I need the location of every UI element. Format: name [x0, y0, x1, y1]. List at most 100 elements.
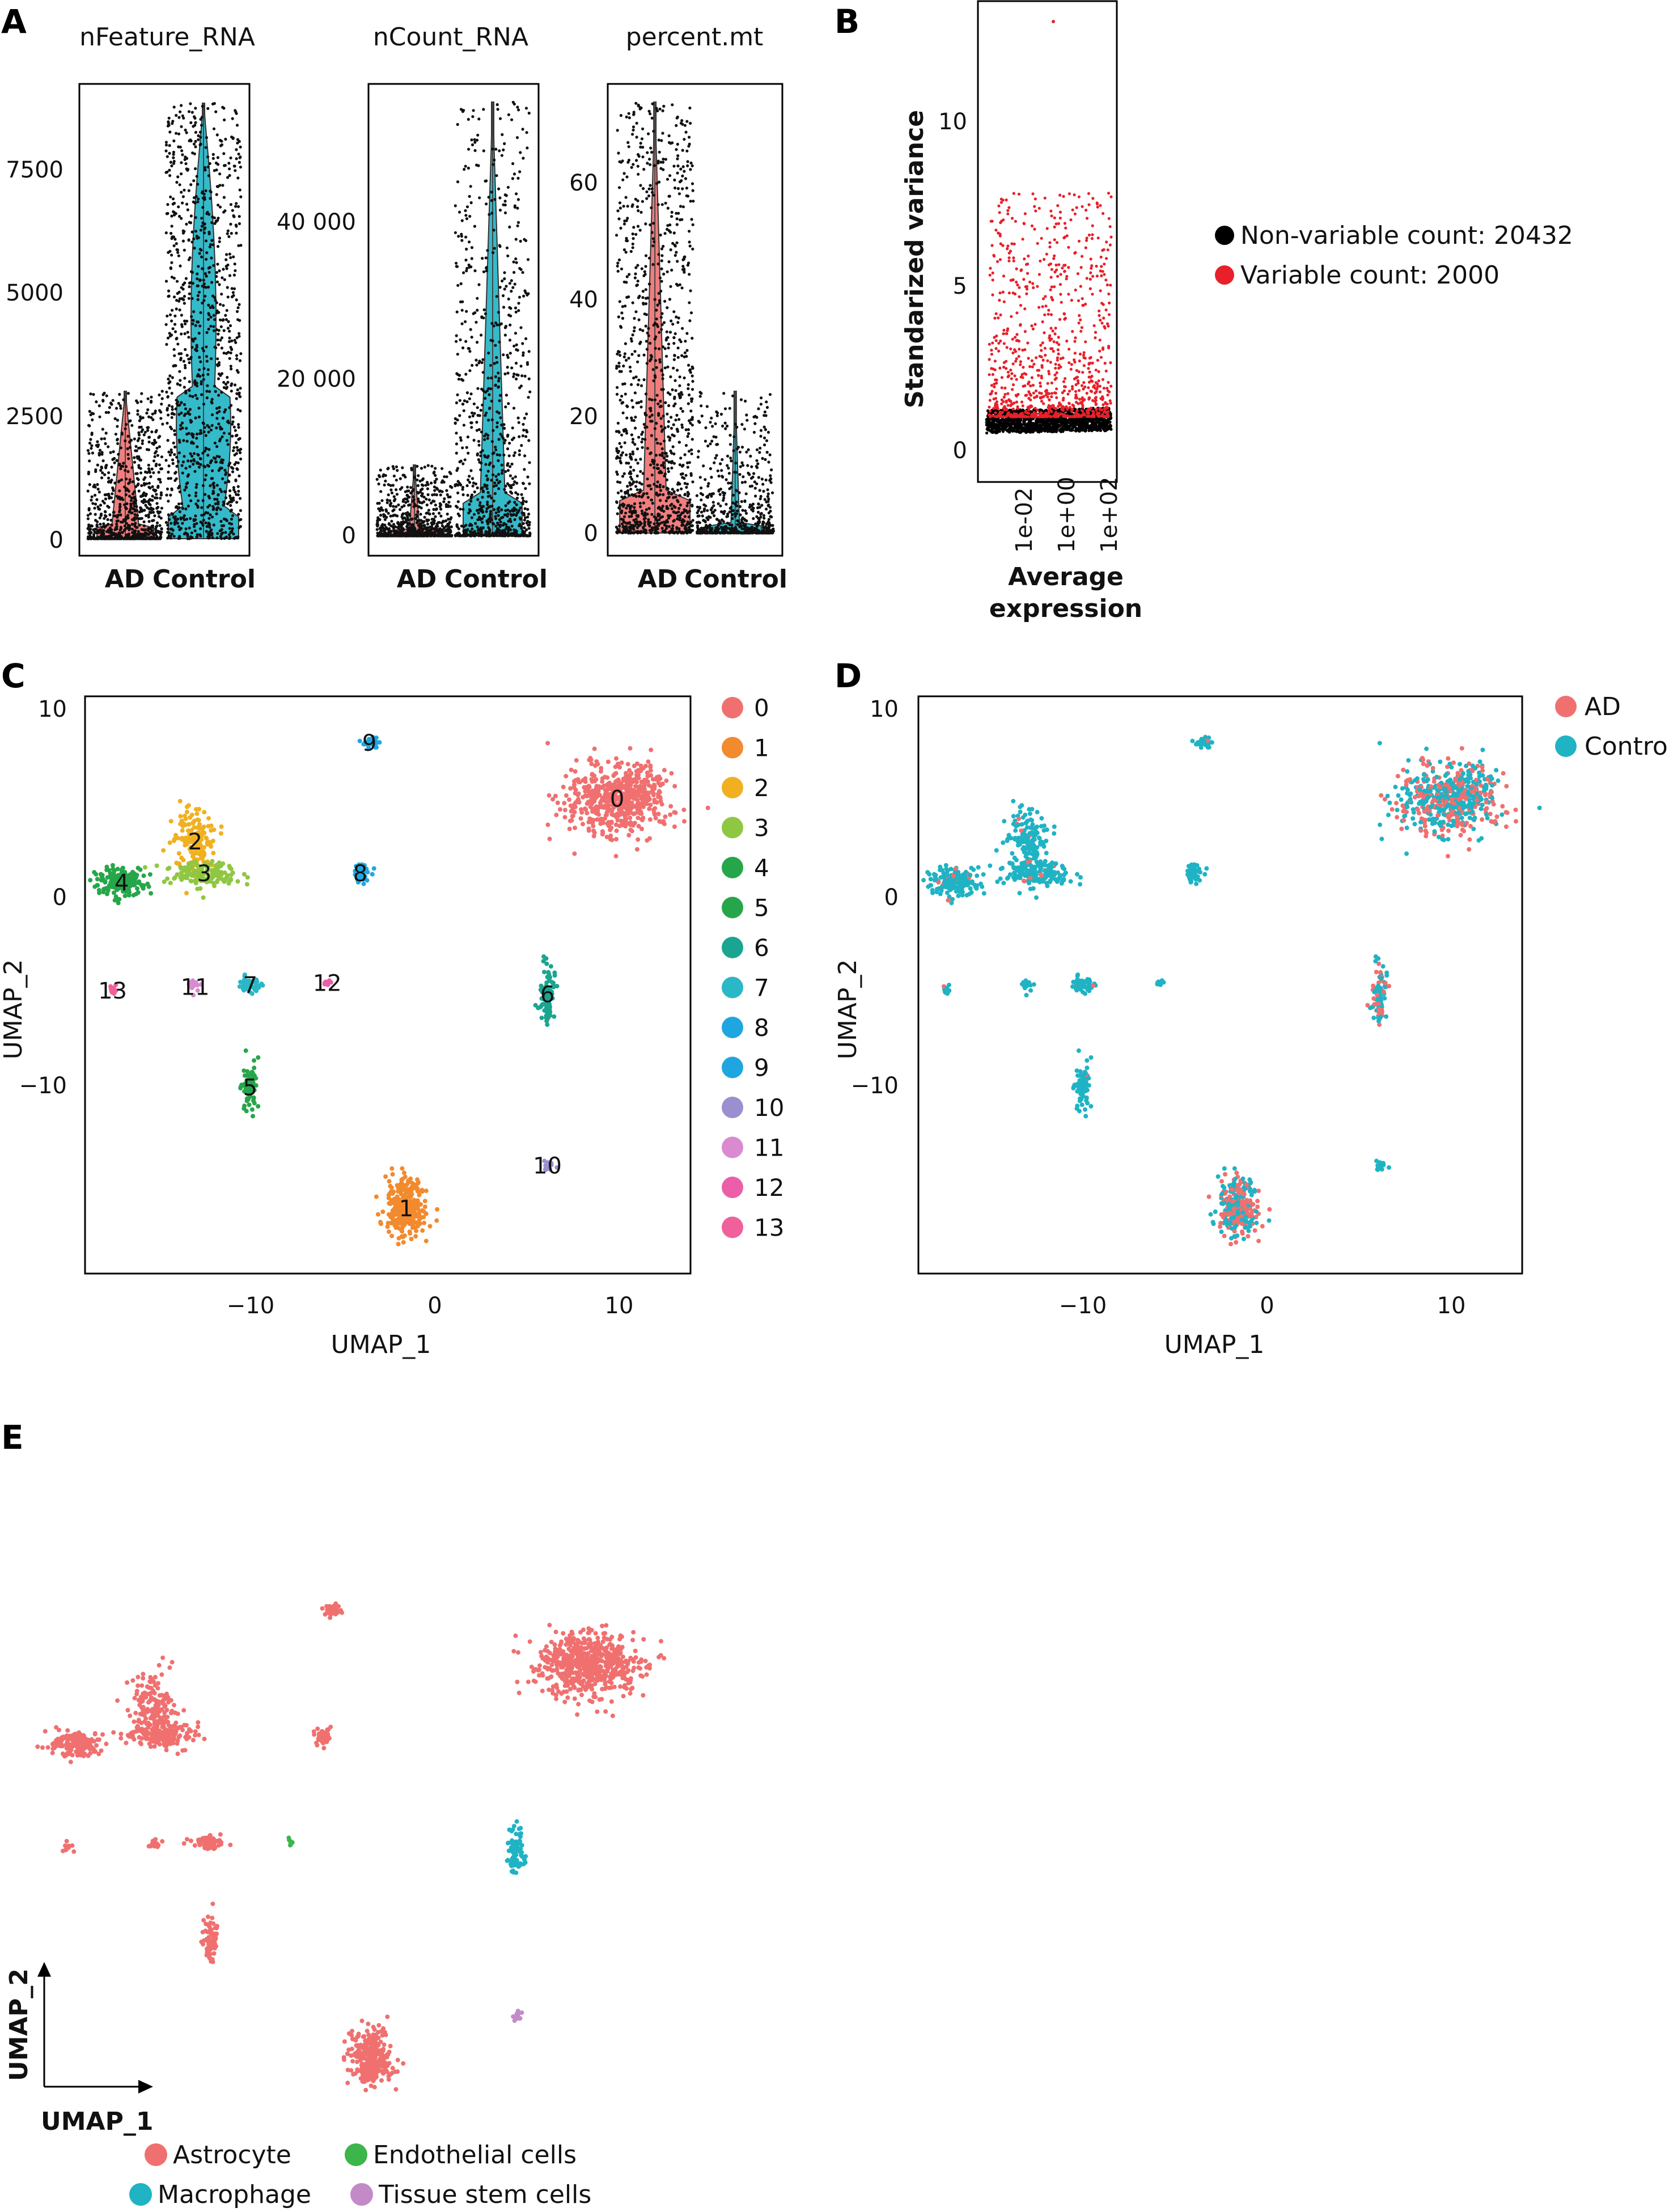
jitter-point — [524, 500, 528, 504]
jitter-point — [145, 537, 149, 540]
jitter-point — [205, 355, 209, 358]
jitter-point — [660, 328, 663, 331]
jitter-point — [465, 310, 468, 313]
jitter-point — [129, 419, 132, 422]
jitter-point — [633, 326, 636, 329]
jitter-point — [238, 215, 241, 218]
jitter-point — [88, 424, 91, 428]
jitter-point — [200, 255, 204, 259]
jitter-point — [656, 203, 660, 206]
jitter-point — [489, 505, 492, 508]
jitter-point — [666, 306, 669, 310]
jitter-point — [527, 513, 531, 516]
jitter-point — [676, 142, 679, 146]
jitter-point — [654, 438, 658, 441]
jitter-point — [650, 206, 653, 209]
jitter-point — [145, 482, 149, 485]
jitter-point — [115, 522, 118, 526]
jitter-point — [239, 244, 243, 247]
jitter-point — [211, 469, 214, 472]
jitter-point — [418, 530, 421, 534]
jitter-point — [711, 425, 714, 428]
jitter-point — [88, 441, 92, 445]
jitter-point — [629, 531, 633, 535]
jitter-point — [103, 437, 106, 441]
jitter-point — [239, 166, 242, 169]
jitter-point — [416, 484, 420, 488]
jitter-point — [672, 434, 676, 438]
jitter-point — [172, 235, 175, 239]
jitter-point — [135, 477, 139, 480]
jitter-point — [633, 350, 637, 353]
jitter-point — [438, 521, 441, 524]
jitter-point — [103, 493, 107, 497]
jitter-point — [515, 530, 518, 533]
jitter-point — [125, 477, 128, 481]
jitter-point — [528, 482, 531, 485]
jitter-point — [653, 526, 656, 530]
jitter-point — [620, 503, 624, 506]
jitter-point — [112, 473, 116, 476]
jitter-point — [178, 535, 181, 538]
jitter-point — [495, 295, 498, 298]
jitter-point — [498, 340, 501, 344]
jitter-point — [231, 449, 235, 452]
jitter-point — [522, 513, 526, 517]
jitter-point — [150, 430, 154, 434]
jitter-point — [448, 532, 451, 535]
jitter-point — [152, 459, 156, 463]
jitter-point — [667, 425, 670, 428]
jitter-point — [126, 452, 130, 456]
jitter-point — [227, 350, 230, 354]
jitter-point — [235, 298, 238, 302]
jitter-point — [668, 298, 672, 301]
jitter-point — [222, 329, 226, 332]
jitter-point — [195, 432, 199, 436]
jitter-point — [209, 243, 213, 246]
jitter-point — [521, 502, 524, 506]
violin-title: nFeature_RNA — [79, 23, 255, 52]
jitter-point — [230, 517, 234, 521]
jitter-point — [180, 149, 184, 153]
jitter-point — [687, 261, 691, 265]
jitter-point — [680, 393, 684, 396]
jitter-point — [232, 164, 236, 168]
jitter-point — [172, 105, 176, 109]
jitter-point — [198, 324, 202, 328]
jitter-point — [512, 344, 516, 348]
panel-a: A nFeature_RNA 7500 5000 2500 0 AD Contr… — [1, 2, 787, 594]
jitter-point — [170, 451, 173, 454]
jitter-point — [478, 196, 481, 200]
jitter-point — [457, 378, 461, 381]
jitter-point — [215, 275, 218, 278]
jitter-point — [527, 377, 531, 380]
jitter-point — [223, 468, 227, 472]
jitter-point — [656, 480, 659, 484]
jitter-point — [657, 138, 660, 142]
jitter-point — [220, 532, 223, 536]
jitter-point — [109, 451, 112, 454]
jitter-point — [492, 429, 495, 432]
jitter-point — [153, 537, 156, 540]
jitter-point — [188, 380, 191, 383]
jitter-point — [732, 449, 735, 452]
jitter-point — [506, 185, 510, 189]
jitter-point — [379, 526, 382, 530]
jitter-point — [672, 164, 676, 168]
jitter-point — [622, 205, 625, 208]
jitter-point — [171, 462, 175, 466]
jitter-point — [234, 110, 238, 114]
jitter-point — [86, 517, 90, 521]
jitter-point — [154, 489, 158, 492]
jitter-point — [195, 175, 198, 178]
jitter-point — [522, 481, 525, 485]
jitter-point — [417, 491, 420, 495]
jitter-point — [180, 464, 184, 467]
jitter-point — [225, 253, 228, 256]
jitter-point — [505, 394, 509, 397]
jitter-point — [644, 302, 648, 306]
jitter-point — [486, 470, 490, 473]
jitter-point — [235, 148, 238, 151]
jitter-point — [629, 455, 633, 459]
jitter-point — [382, 475, 385, 478]
